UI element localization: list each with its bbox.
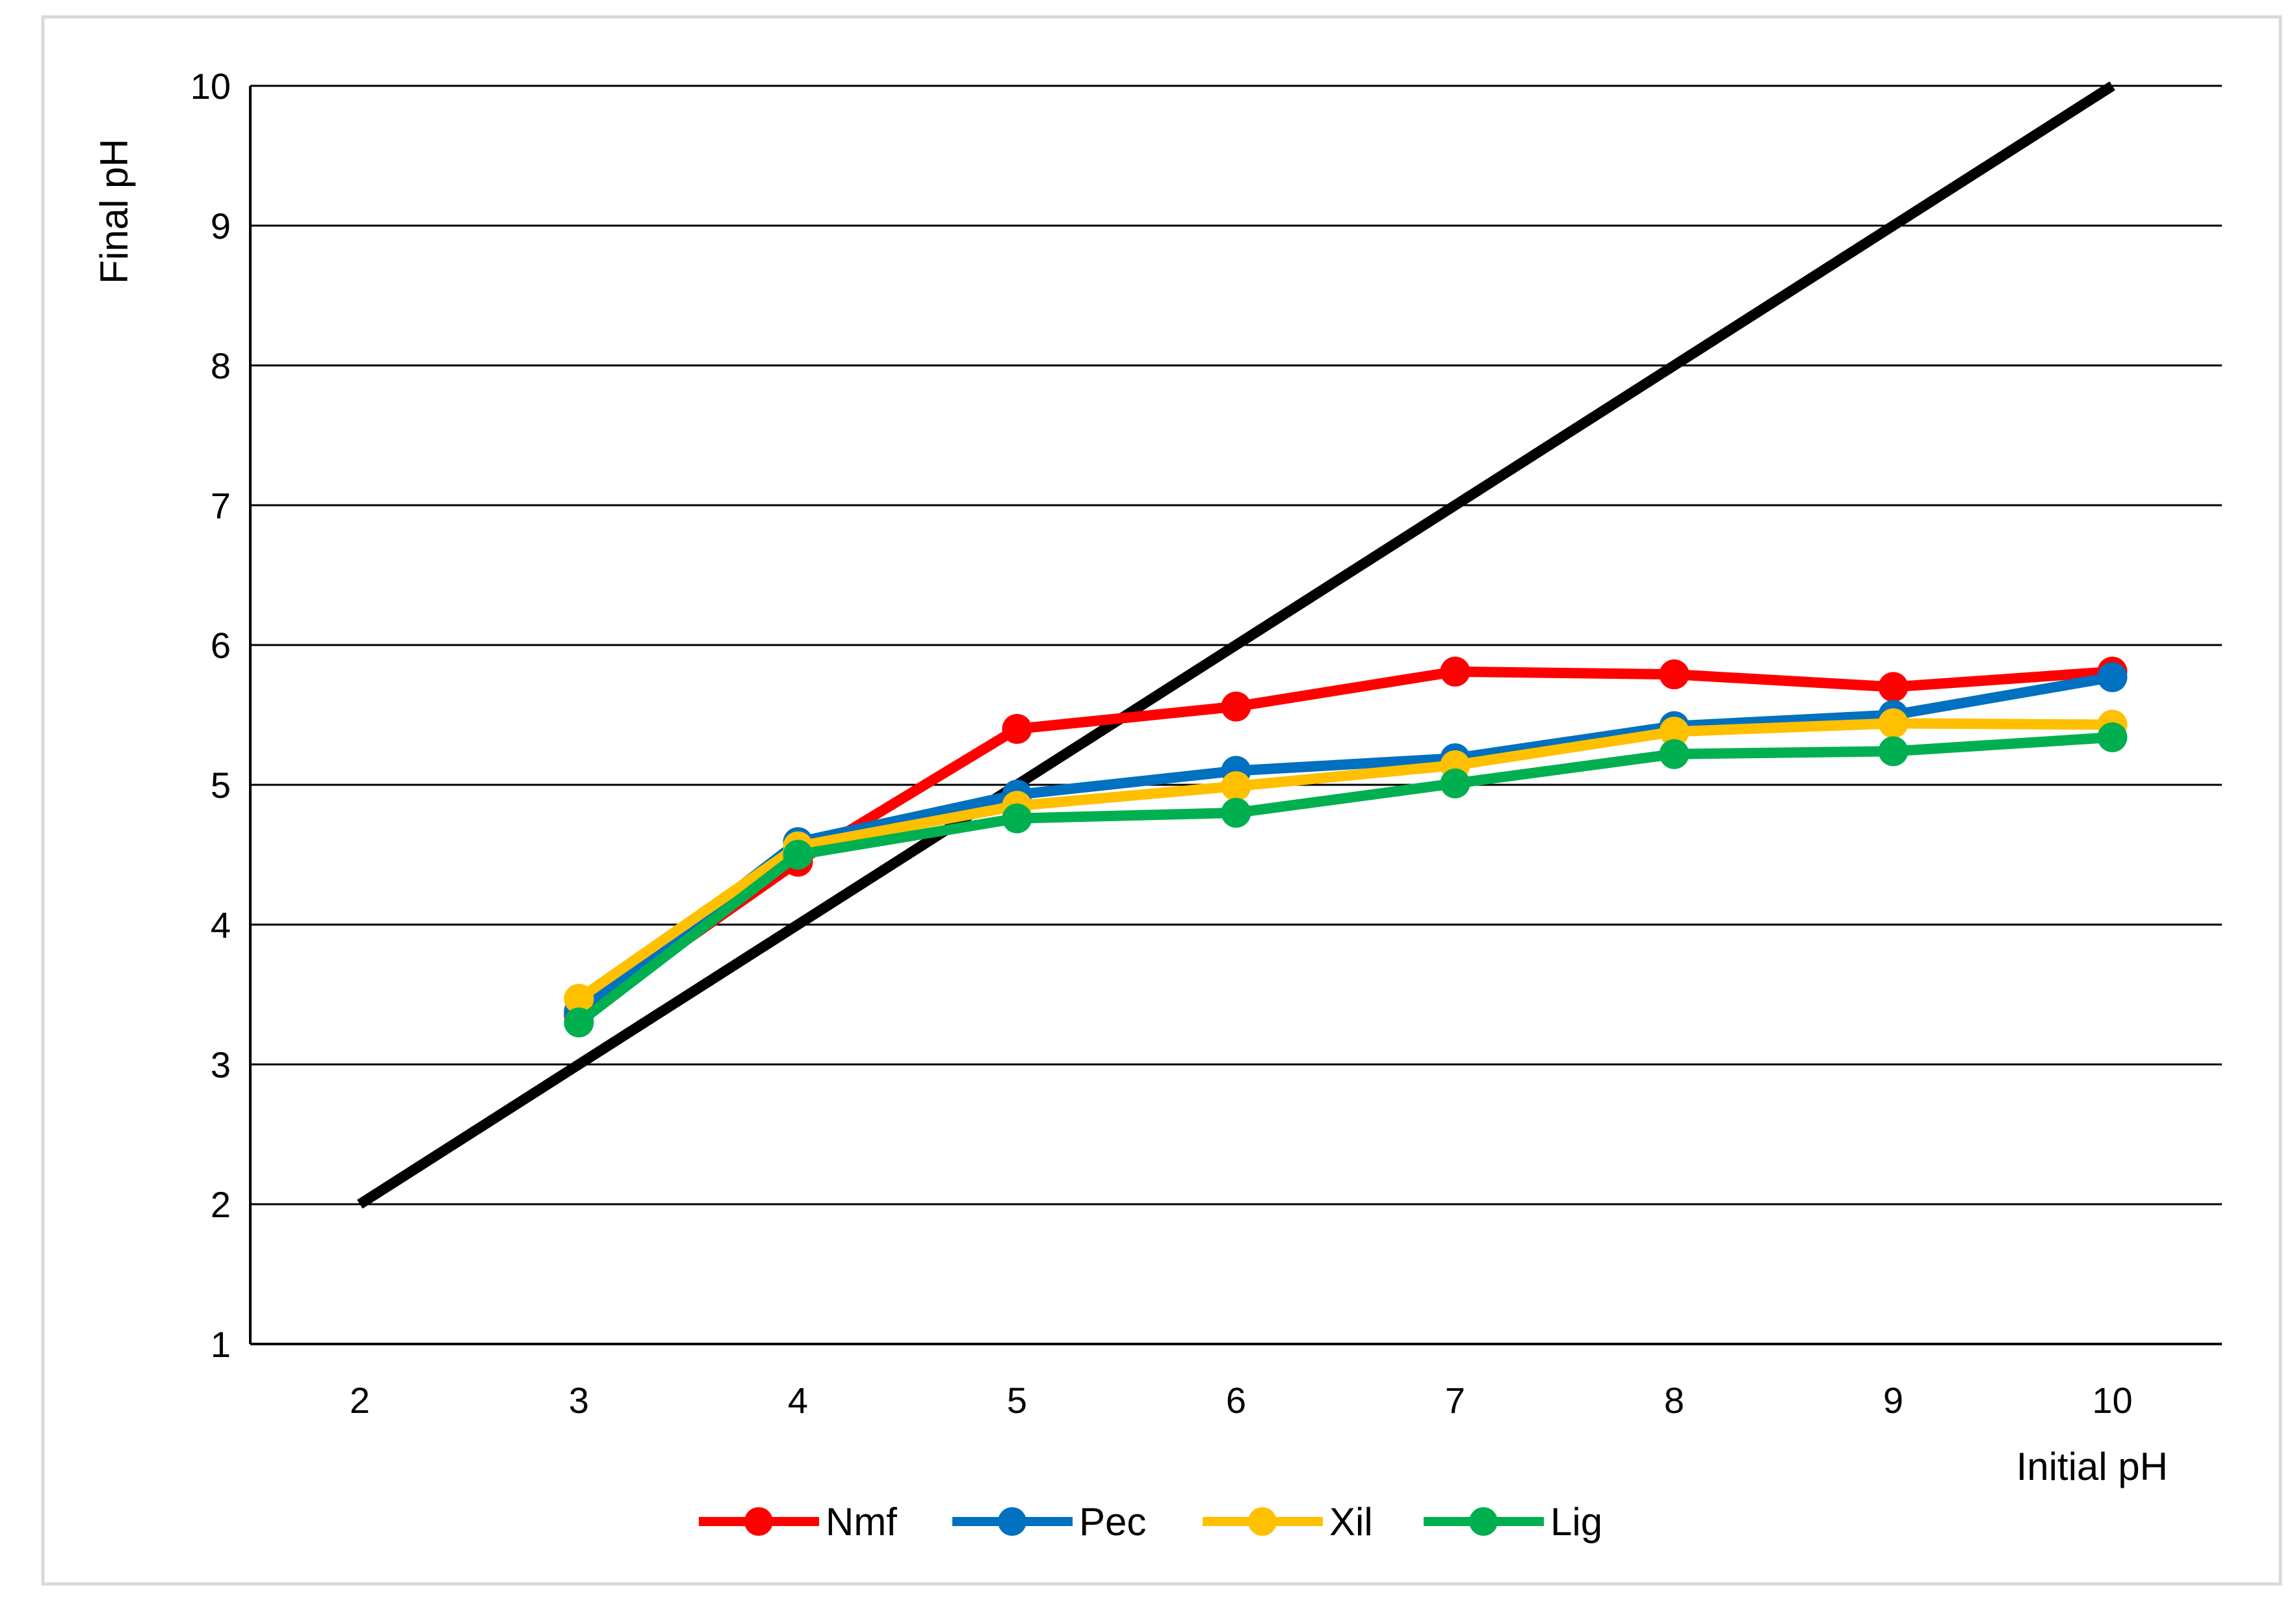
legend-swatch-marker [1248,1507,1277,1536]
x-tick-label: 4 [788,1380,808,1421]
reference-line [357,81,2115,1209]
chart-border [41,15,2282,1586]
y-tick-label: 8 [211,345,231,386]
x-tick-label: 6 [1226,1380,1246,1421]
data-point [1221,771,1251,802]
data-point [1221,691,1251,722]
legend-swatch-marker [998,1507,1026,1536]
data-point [1440,656,1470,687]
y-tick-label: 2 [211,1184,231,1225]
data-point [564,1007,594,1038]
legend-item-xil: Xil [1203,1500,1373,1544]
data-point [1659,659,1689,690]
series-line [573,732,2118,1028]
y-tick-label: 4 [211,904,231,945]
legend-item-pec: Pec [952,1500,1146,1544]
data-point [1221,798,1251,828]
data-point [2097,722,2128,752]
legend-label: Nmf [826,1500,897,1544]
data-point [783,839,813,870]
y-tick-label: 5 [211,765,231,806]
series-line [573,718,2118,1004]
y-tick-label: 10 [190,66,231,107]
axes [249,86,2222,1345]
data-point [1002,803,1032,834]
y-tick-label: 9 [211,205,231,246]
x-tick-label: 9 [1883,1380,1903,1421]
legend-label: Pec [1079,1500,1146,1544]
legend-item-nmf: Nmf [699,1500,897,1544]
data-point [564,983,594,1014]
reference-line-group [357,81,2115,1209]
data-point [1440,768,1470,798]
x-tick-label: 10 [2092,1380,2132,1421]
data-point [1002,714,1032,744]
tick-labels: 1 2 3 4 5 6 7 8 9 10 2 3 4 5 6 7 8 9 10 [190,66,2133,1421]
y-axis-title: Final pH [92,138,136,283]
data-point [1878,672,1909,702]
data-point [2097,662,2128,692]
data-point [1659,739,1689,769]
y-tick-label: 3 [211,1044,231,1085]
legend-swatch-marker [1469,1507,1498,1536]
series-group [564,656,2128,1038]
x-tick-label: 5 [1007,1380,1027,1421]
legend-label: Xil [1329,1500,1373,1544]
legend: Nmf Pec Xil Lig [699,1500,1602,1544]
x-tick-label: 3 [569,1380,589,1421]
series-line [573,672,2118,1017]
data-point [1878,708,1909,739]
y-tick-label: 1 [211,1324,231,1365]
x-axis-title: Initial pH [2016,1445,2168,1488]
legend-item-lig: Lig [1424,1500,1602,1544]
x-tick-label: 7 [1445,1380,1465,1421]
x-tick-label: 8 [1664,1380,1684,1421]
legend-swatch-marker [744,1507,773,1536]
series-lig [564,722,2128,1038]
legend-label: Lig [1550,1500,1602,1544]
y-tick-label: 7 [211,485,231,526]
data-point [1878,736,1909,767]
x-tick-label: 2 [350,1380,370,1421]
data-point [1659,717,1689,747]
y-tick-label: 6 [211,625,231,666]
